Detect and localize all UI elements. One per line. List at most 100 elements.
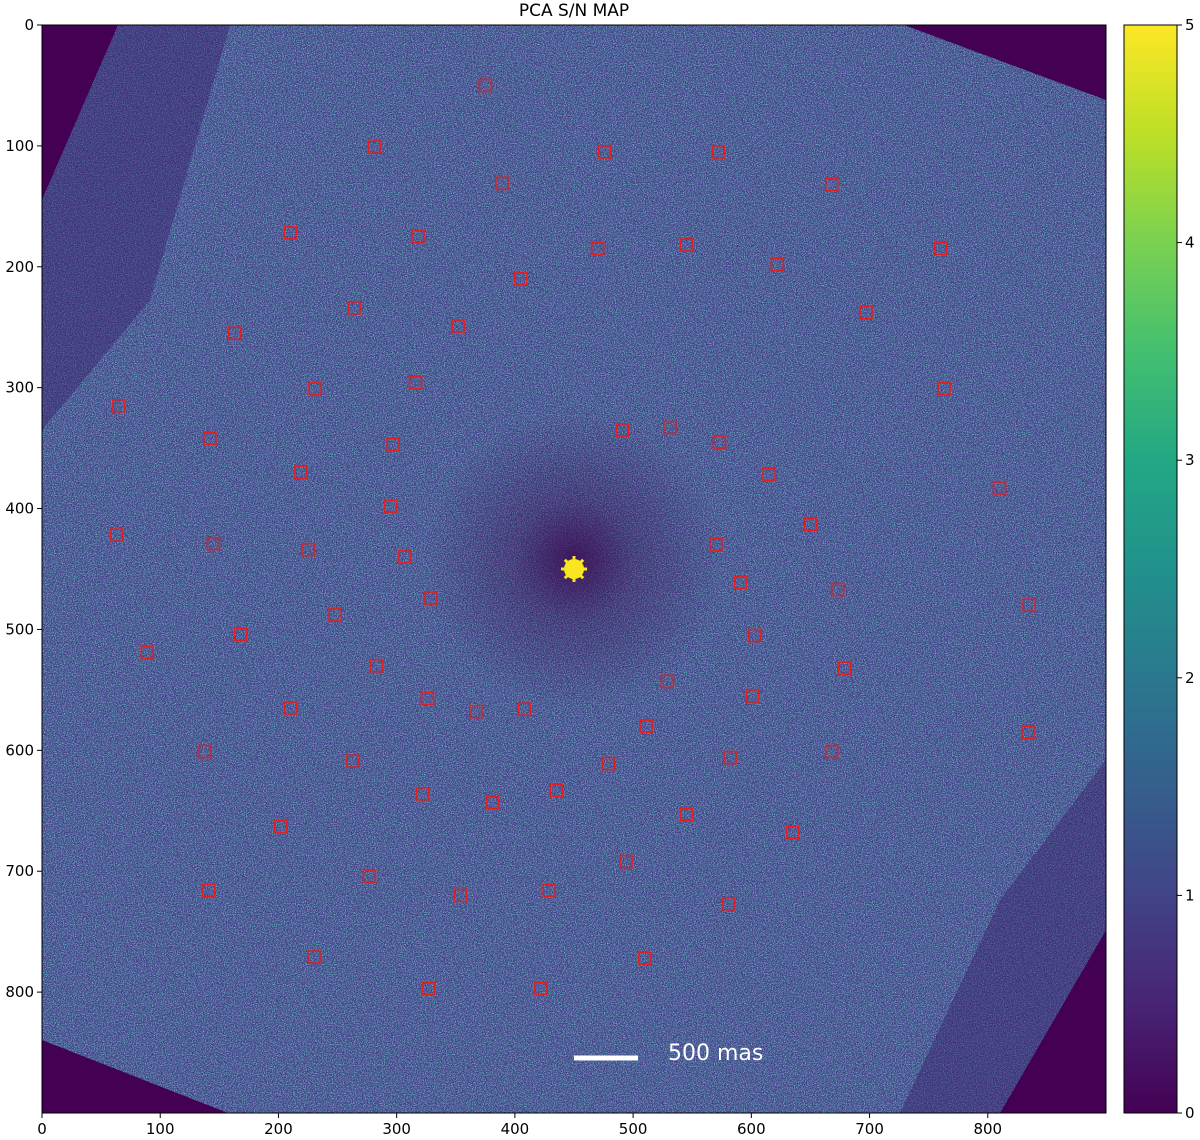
- y-tick-label: 800: [5, 983, 34, 1001]
- y-tick-label: 200: [5, 258, 34, 276]
- detection-marker: [824, 177, 839, 192]
- detection-marker: [294, 465, 308, 480]
- detection-marker: [109, 528, 124, 542]
- x-tick-label: 700: [855, 1120, 884, 1138]
- plot-frame: [41, 24, 1107, 1114]
- detection-marker: [424, 591, 438, 605]
- colorbar-ticks: 0 1 2 3 4 5: [1177, 16, 1195, 1122]
- detection-marker: [513, 272, 528, 286]
- detection-marker: [203, 431, 217, 446]
- x-tick-label: 100: [146, 1120, 175, 1138]
- detection-marker: [722, 897, 736, 911]
- detection-marker: [534, 981, 548, 996]
- detection-marker: [347, 301, 361, 315]
- y-axis: 0 100 200 300 400 500 600 700 800: [5, 16, 42, 1001]
- detection-marker: [140, 645, 155, 660]
- y-tick-label: 600: [5, 741, 34, 759]
- detection-markers: [109, 78, 1036, 996]
- detection-marker: [453, 888, 468, 903]
- detection-marker: [733, 575, 748, 590]
- detection-marker: [1022, 598, 1036, 613]
- detection-marker: [307, 950, 321, 964]
- detection-marker: [662, 420, 677, 435]
- detection-marker: [495, 176, 509, 191]
- detection-marker: [478, 78, 493, 93]
- detection-marker: [367, 140, 382, 154]
- detection-marker: [328, 608, 342, 622]
- scale-bar: 500 mas: [574, 1041, 763, 1066]
- detection-marker: [1021, 725, 1035, 740]
- detection-marker: [748, 628, 762, 643]
- detection-marker: [601, 756, 616, 771]
- scale-bar-label: 500 mas: [668, 1041, 763, 1066]
- detection-marker: [679, 807, 694, 822]
- detection-marker: [992, 481, 1007, 495]
- colorbar-tick-label: 0: [1185, 1104, 1195, 1122]
- x-tick-label: 400: [501, 1120, 530, 1138]
- chart-title: PCA S/N MAP: [519, 1, 629, 21]
- colorbar-tick-label: 1: [1185, 886, 1195, 904]
- detection-marker: [859, 305, 873, 320]
- detection-marker: [411, 229, 425, 244]
- detection-marker: [723, 750, 737, 765]
- detection-marker: [386, 437, 400, 452]
- detection-marker: [824, 744, 839, 759]
- x-tick-label: 600: [737, 1120, 766, 1138]
- detection-marker: [619, 854, 633, 869]
- detection-marker: [362, 869, 377, 883]
- x-tick-label: 200: [264, 1120, 293, 1138]
- detection-marker: [615, 423, 630, 437]
- detection-marker: [712, 435, 727, 449]
- x-tick-label: 800: [973, 1120, 1002, 1138]
- x-tick-label: 0: [37, 1120, 47, 1138]
- detection-marker: [770, 257, 785, 272]
- detection-marker: [660, 674, 675, 689]
- colorbar-tick-label: 3: [1185, 451, 1195, 469]
- y-tick-label: 700: [5, 862, 34, 880]
- central-star: [561, 556, 587, 582]
- detection-marker: [201, 883, 216, 898]
- central-star-spike: [572, 567, 585, 580]
- detection-marker: [837, 661, 852, 675]
- y-tick-label: 500: [5, 620, 34, 638]
- x-axis: 0 100 200 300 400 500 600 700 800: [37, 1113, 1002, 1138]
- y-tick-label: 400: [5, 500, 34, 518]
- detection-marker: [679, 238, 694, 252]
- detection-marker: [469, 704, 483, 719]
- colorbar-tick-label: 4: [1185, 234, 1195, 252]
- detection-marker: [785, 825, 800, 840]
- detection-marker: [639, 719, 653, 733]
- y-tick-label: 0: [24, 16, 34, 34]
- detection-marker: [198, 744, 212, 759]
- detection-marker: [346, 754, 360, 769]
- detection-marker: [420, 691, 435, 706]
- detection-marker: [745, 689, 760, 703]
- detection-marker: [283, 701, 298, 715]
- y-tick-label: 300: [5, 379, 34, 397]
- detection-marker: [398, 550, 412, 564]
- detection-marker: [597, 145, 612, 159]
- detection-marker: [517, 702, 532, 717]
- colorbar-tick-label: 2: [1185, 669, 1195, 687]
- colorbar-gradient: [1123, 24, 1178, 1114]
- detection-marker: [421, 981, 436, 996]
- colorbar-tick-label: 5: [1185, 16, 1195, 34]
- detection-marker: [112, 398, 126, 413]
- detection-marker: [233, 627, 248, 642]
- detection-marker: [542, 883, 556, 898]
- detection-marker: [415, 787, 430, 801]
- detection-marker: [638, 951, 652, 966]
- detection-marker: [283, 226, 298, 240]
- detection-marker: [227, 326, 242, 341]
- colorbar: 0 1 2 3 4 5: [1123, 16, 1195, 1122]
- detection-marker: [937, 382, 951, 396]
- detection-marker: [274, 819, 288, 834]
- detection-marker: [803, 517, 818, 532]
- central-star-spike: [563, 567, 576, 580]
- detection-marker: [206, 536, 221, 551]
- detection-marker: [590, 241, 605, 256]
- detection-marker: [451, 319, 465, 333]
- detection-marker: [301, 542, 315, 557]
- detection-marker: [830, 582, 845, 597]
